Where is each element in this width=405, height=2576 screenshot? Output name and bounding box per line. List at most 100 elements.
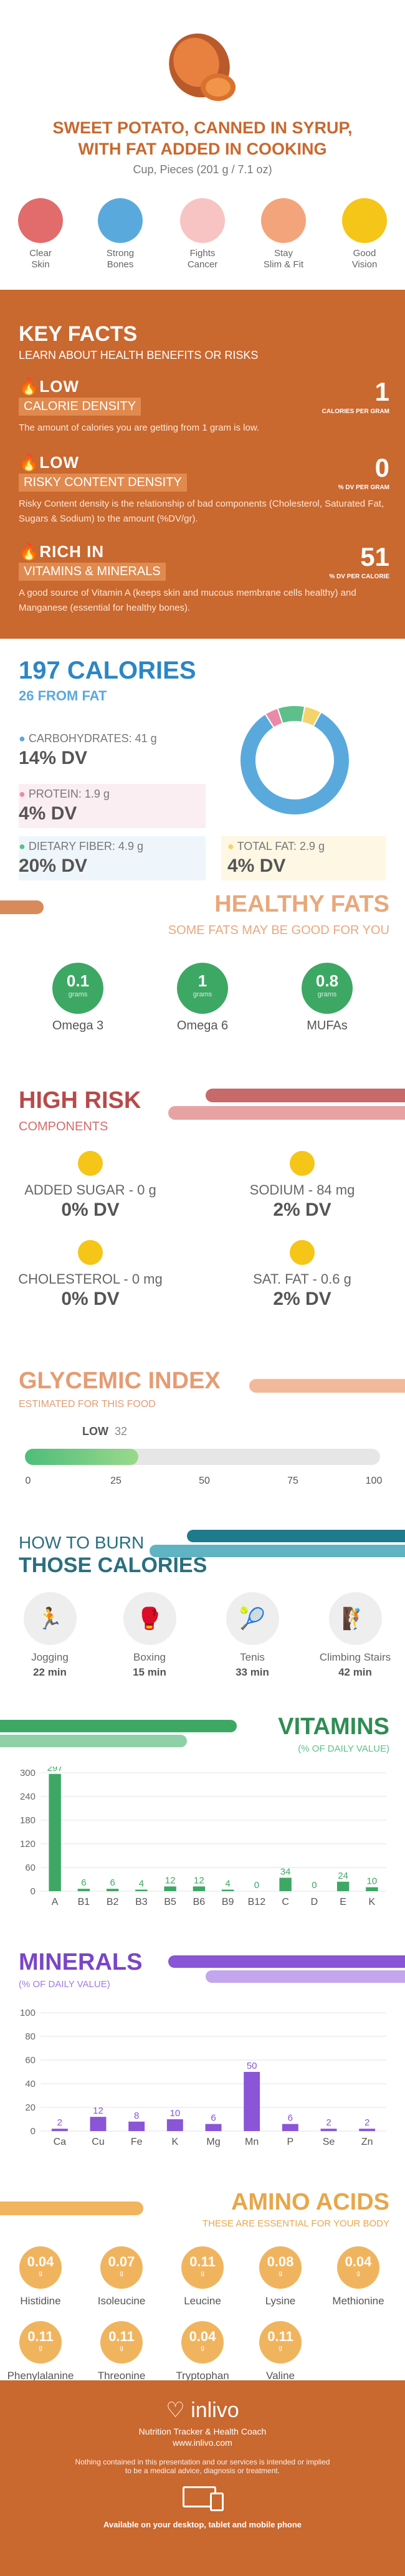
bar bbox=[279, 1877, 292, 1891]
amino-leucine: 0.11 g Leucine bbox=[165, 2246, 240, 2307]
x-tick-label: Cu bbox=[92, 2137, 104, 2147]
key-facts-title: KEY FACTS bbox=[19, 322, 138, 346]
y-tick-label: 240 bbox=[20, 1791, 36, 1802]
activity-jogging: 🏃 Jogging 22 min bbox=[9, 1592, 90, 1679]
pie-slice bbox=[239, 711, 350, 816]
data-label: 6 bbox=[81, 1877, 86, 1888]
serving-size: Cup, Pieces (201 g / 7.1 oz) bbox=[133, 163, 272, 176]
bar bbox=[166, 2119, 183, 2131]
data-label: 34 bbox=[280, 1866, 291, 1877]
data-label: 6 bbox=[288, 2113, 293, 2124]
bar bbox=[128, 2121, 145, 2131]
flame-icon: 🔥 bbox=[19, 377, 40, 396]
amino-tryptophan: 0.04 g Tryptophan bbox=[165, 2321, 240, 2382]
high-risk-subtitle: COMPONENTS bbox=[19, 1120, 108, 1133]
x-tick-label: B6 bbox=[193, 1897, 206, 1907]
glycemic-index-section: GLYCEMIC INDEX ESTIMATED FOR THIS FOOD L… bbox=[0, 1355, 405, 1514]
data-label: 8 bbox=[134, 2111, 139, 2121]
bar bbox=[77, 1889, 90, 1891]
y-tick-label: 80 bbox=[25, 2031, 36, 2042]
bar bbox=[205, 2124, 222, 2131]
y-tick-label: 300 bbox=[20, 1768, 36, 1778]
data-label: 0 bbox=[312, 1880, 317, 1891]
data-label: 12 bbox=[165, 1875, 176, 1886]
data-label: 2 bbox=[57, 2117, 62, 2128]
amino-methionine: 0.04 g Methionine bbox=[321, 2246, 396, 2307]
amino-threonine: 0.11 g Threonine bbox=[84, 2321, 159, 2382]
bar bbox=[49, 1773, 61, 1891]
fat-omega3: 0.1 grams Omega 3 bbox=[37, 963, 118, 1033]
bar bbox=[336, 1881, 350, 1891]
footer-url[interactable]: www.inlivo.com bbox=[173, 2438, 232, 2448]
amino-histidine: 0.04 g Histidine bbox=[3, 2246, 78, 2307]
burn-title-2: THOSE CALORIES bbox=[19, 1553, 207, 1577]
vitamins-subtitle: (% OF DAILY VALUE) bbox=[298, 1744, 389, 1754]
y-tick-label: 40 bbox=[25, 2079, 36, 2089]
decor-bar bbox=[168, 1106, 405, 1120]
running-icon: 🏃 bbox=[23, 1592, 77, 1645]
bar bbox=[135, 1889, 148, 1891]
fact-risky-content: 🔥LOW RISKY CONTENT DENSITY Risky Content… bbox=[19, 453, 389, 524]
x-tick-label: B12 bbox=[248, 1897, 266, 1907]
data-label: 12 bbox=[194, 1875, 204, 1886]
glycemic-gauge-fill bbox=[25, 1449, 139, 1465]
bar bbox=[51, 2129, 68, 2131]
footer-tagline: Nutrition Tracker & Health Coach bbox=[138, 2426, 267, 2436]
y-tick-label: 120 bbox=[20, 1839, 36, 1849]
x-tick-label: K bbox=[171, 2137, 178, 2147]
amino-subtitle: THESE ARE ESSENTIAL FOR YOUR BODY bbox=[202, 2218, 389, 2229]
decor-bar bbox=[187, 1530, 405, 1542]
minerals-subtitle: (% OF DAILY VALUE) bbox=[19, 1979, 110, 1990]
face-icon bbox=[18, 198, 63, 243]
decor-bar bbox=[0, 1735, 187, 1747]
macro-pie-chart bbox=[239, 705, 350, 816]
fact-calorie-density: 🔥LOW CALORIE DENSITY The amount of calor… bbox=[19, 377, 389, 433]
x-tick-label: Fe bbox=[131, 2137, 143, 2147]
amino-acids-section: AMINO ACIDS THESE ARE ESSENTIAL FOR YOUR… bbox=[0, 2184, 405, 2383]
bar bbox=[90, 2117, 107, 2131]
x-tick-label: P bbox=[287, 2137, 293, 2147]
benefit-fights-cancer: Fights Cancer bbox=[174, 198, 231, 270]
benefits-row: Clear Skin Strong Bones Fights Cancer Stay S… bbox=[0, 198, 405, 276]
risk-sat-fat: SAT. FAT - 0.6 g 2% DV bbox=[227, 1240, 377, 1310]
smiley-icon bbox=[78, 1240, 103, 1265]
glycemic-subtitle: ESTIMATED FOR THIS FOOD bbox=[19, 1399, 156, 1410]
data-label: 4 bbox=[225, 1878, 230, 1889]
boxing-icon: 🥊 bbox=[123, 1592, 176, 1645]
high-risk-section: HIGH RISK COMPONENTS ADDED SUGAR - 0 g 0%… bbox=[0, 1075, 405, 1358]
footer-disclaimer: Nothing contained in this presentation a… bbox=[75, 2458, 330, 2475]
decor-bar bbox=[0, 1720, 237, 1732]
y-tick-label: 60 bbox=[25, 2055, 36, 2066]
burn-calories-section: HOW TO BURN THOSE CALORIES 🏃 Jogging 22 mi… bbox=[0, 1524, 405, 1704]
heart-icon: ♡ bbox=[166, 2398, 185, 2422]
activity-tennis: 🎾 Tenis 33 min bbox=[212, 1592, 293, 1679]
gauge-tick: 100 bbox=[365, 1476, 383, 1486]
healthy-fats-section: HEALTHY FATS SOME FATS MAY BE GOOD FOR Y… bbox=[0, 872, 405, 1078]
data-label: 6 bbox=[110, 1877, 115, 1888]
glycemic-gauge bbox=[25, 1449, 380, 1465]
glycemic-title: GLYCEMIC INDEX bbox=[19, 1368, 221, 1394]
data-label: 6 bbox=[211, 2113, 216, 2124]
calories-section: 197 CALORIES 26 FROM FAT ● CARBOHYDRATES… bbox=[0, 648, 405, 880]
pie-slice bbox=[277, 705, 306, 725]
bar bbox=[106, 1889, 119, 1891]
devices-icon bbox=[178, 2486, 227, 2511]
key-facts-subtitle: LEARN ABOUT HEALTH BENEFITS OR RISKS bbox=[19, 349, 259, 361]
decor-bar bbox=[0, 2202, 143, 2215]
data-label: 10 bbox=[169, 2108, 180, 2119]
key-facts-section: KEY FACTS LEARN ABOUT HEALTH BENEFITS OR… bbox=[0, 290, 405, 639]
amino-phenylalanine: 0.11 g Phenylalanine bbox=[3, 2321, 78, 2382]
data-label: 4 bbox=[139, 1878, 144, 1889]
glycemic-readout: LOW 32 bbox=[82, 1425, 128, 1438]
data-label: 24 bbox=[338, 1871, 348, 1881]
x-tick-label: B5 bbox=[164, 1897, 176, 1907]
activity-climbing-stairs: 🧗 Climbing Stairs 42 min bbox=[315, 1592, 396, 1679]
footer: ♡ inlivo Nutrition Tracker & Health Coac… bbox=[0, 2380, 405, 2576]
footer-brand: ♡ inlivo bbox=[166, 2398, 239, 2422]
minerals-section: MINERALS (% OF DAILY VALUE) 0 20 40 60 80 100… bbox=[0, 1932, 405, 2156]
x-tick-label: K bbox=[369, 1897, 376, 1907]
protein-info: ● PROTEIN: 1.9 g 4% DV bbox=[19, 784, 206, 828]
page-title: SWEET POTATO, CANNED IN SYRUP, WITH FAT … bbox=[52, 118, 353, 158]
y-tick-label: 0 bbox=[31, 2126, 36, 2137]
y-tick-label: 60 bbox=[25, 1863, 36, 1873]
